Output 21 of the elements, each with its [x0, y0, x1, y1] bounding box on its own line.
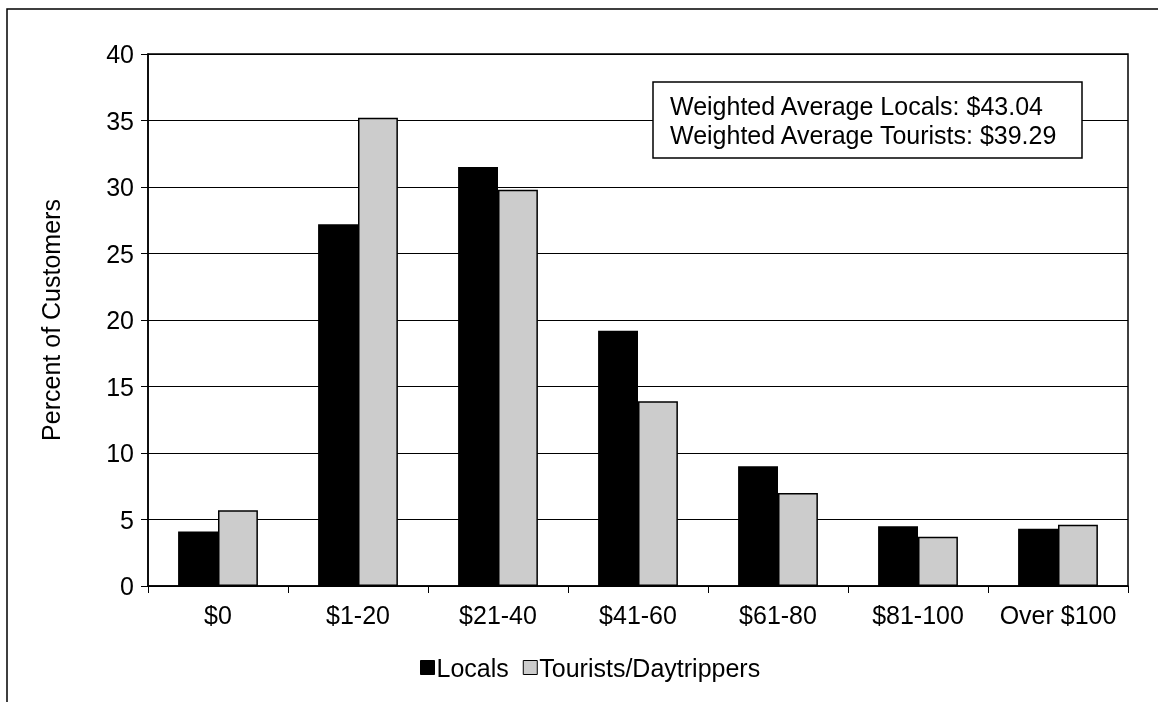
y-tick-label: 35 — [106, 106, 134, 135]
y-tick-label: 25 — [106, 239, 134, 268]
legend-label: Locals — [436, 653, 509, 682]
x-tick-label: $81-100 — [872, 600, 964, 629]
x-tick-label: $41-60 — [599, 600, 677, 629]
y-axis-title: Percent of Customers — [36, 199, 65, 441]
y-tick-label: 5 — [120, 505, 134, 534]
y-tick-label: 40 — [106, 40, 134, 68]
annotation: Weighted Average Locals: $43.04 — [670, 91, 1044, 120]
annotation: Weighted Average Tourists: $39.29 — [670, 120, 1057, 149]
x-tick-label: $1-20 — [326, 600, 390, 629]
y-tick-label: 15 — [106, 372, 134, 401]
x-tick-label: $61-80 — [739, 600, 817, 629]
x-tick-label: $21-40 — [459, 600, 537, 629]
y-tick-label: 10 — [106, 439, 134, 467]
x-tick-label: $0 — [204, 600, 232, 629]
y-tick-label: 20 — [106, 306, 134, 334]
legend-label: Tourists/Daytrippers — [539, 653, 761, 682]
y-tick-label: 0 — [120, 572, 134, 600]
x-tick-label: Over $100 — [999, 600, 1117, 629]
y-tick-label: 30 — [106, 173, 134, 201]
